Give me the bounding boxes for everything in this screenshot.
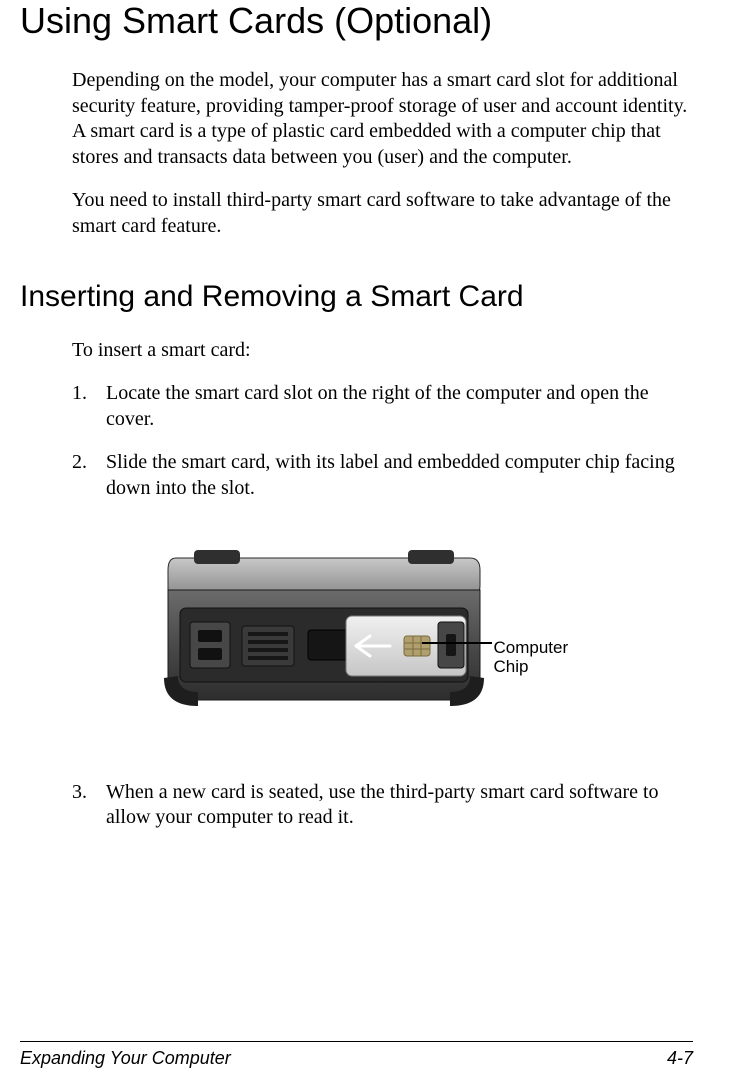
intro-paragraph-1: Depending on the model, your computer ha…: [72, 68, 693, 170]
callout-leader-line: [422, 642, 492, 644]
step-text: Slide the smart card, with its label and…: [106, 450, 693, 501]
content-area: Using Smart Cards (Optional) Depending o…: [0, 0, 733, 849]
lead-in-text: To insert a smart card:: [72, 338, 693, 364]
callout-label: Computer Chip: [494, 638, 569, 677]
step-1: 1. Locate the smart card slot on the rig…: [72, 381, 693, 432]
step-number: 1.: [72, 381, 106, 432]
step-text: When a new card is seated, use the third…: [106, 780, 693, 831]
page: Using Smart Cards (Optional) Depending o…: [0, 0, 733, 1089]
footer-row: Expanding Your Computer 4-7: [20, 1048, 693, 1069]
callout-text-line1: Computer: [494, 638, 569, 658]
footer-section-title: Expanding Your Computer: [20, 1048, 231, 1069]
heading-using-smart-cards: Using Smart Cards (Optional): [20, 0, 693, 42]
intro-block: Depending on the model, your computer ha…: [72, 68, 693, 240]
smart-card-figure: Computer Chip: [158, 530, 608, 750]
step-2: 2. Slide the smart card, with its label …: [72, 450, 693, 501]
intro-paragraph-2: You need to install third-party smart ca…: [72, 188, 693, 239]
step-number: 3.: [72, 780, 106, 831]
page-footer: Expanding Your Computer 4-7: [20, 1041, 693, 1069]
steps-list-continued: 3. When a new card is seated, use the th…: [72, 780, 693, 831]
footer-page-number: 4-7: [667, 1048, 693, 1069]
heading-inserting-removing: Inserting and Removing a Smart Card: [20, 280, 693, 314]
laptop-side-illustration: [158, 530, 488, 750]
steps-block: To insert a smart card: 1. Locate the sm…: [72, 338, 693, 831]
footer-rule: [20, 1041, 693, 1042]
step-number: 2.: [72, 450, 106, 501]
figure-container: Computer Chip: [72, 530, 693, 750]
step-text: Locate the smart card slot on the right …: [106, 381, 693, 432]
step-3: 3. When a new card is seated, use the th…: [72, 780, 693, 831]
callout-text-line2: Chip: [494, 657, 569, 677]
steps-list: 1. Locate the smart card slot on the rig…: [72, 381, 693, 501]
